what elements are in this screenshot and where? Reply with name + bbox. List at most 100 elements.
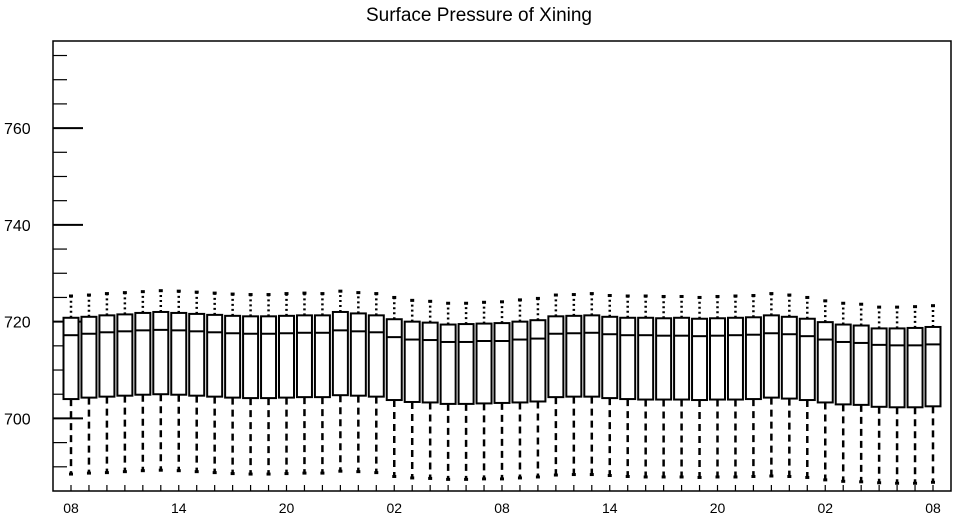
box-iqr (726, 316, 744, 401)
box-item (367, 292, 385, 475)
box-item (206, 291, 224, 475)
box-item (547, 293, 565, 477)
box-item (637, 294, 655, 479)
box-item (349, 291, 367, 474)
box-iqr (349, 312, 367, 397)
x-tick-label: 20 (279, 500, 295, 516)
box-iqr (403, 320, 421, 403)
box-item (260, 293, 278, 476)
box-iqr (924, 325, 942, 408)
box-iqr (511, 320, 529, 404)
box-iqr (313, 314, 331, 399)
box-item (457, 301, 475, 481)
box-series (62, 289, 942, 485)
box-iqr (583, 314, 601, 398)
box-item (134, 290, 152, 473)
box-iqr (475, 322, 493, 405)
box-item (673, 294, 691, 479)
box-iqr (762, 314, 780, 399)
box-iqr (80, 315, 98, 399)
box-item (601, 294, 619, 478)
box-iqr (906, 326, 924, 409)
box-item (62, 294, 80, 476)
box-iqr (601, 315, 619, 400)
box-iqr (744, 316, 762, 401)
box-iqr (637, 316, 655, 401)
chart-title: Surface Pressure of Xining (365, 5, 592, 26)
box-iqr (852, 324, 870, 406)
box-iqr (278, 314, 295, 399)
box-item (152, 289, 170, 472)
box-item (98, 292, 116, 475)
box-iqr (655, 317, 673, 401)
box-item (852, 302, 870, 484)
plot-frame (52, 40, 952, 492)
box-item (870, 305, 888, 485)
box-iqr (870, 327, 888, 408)
box-iqr (260, 315, 278, 400)
box-iqr (691, 317, 709, 402)
box-item (493, 300, 511, 481)
x-tick-label: 14 (602, 500, 618, 516)
box-iqr (565, 314, 583, 398)
y-tick-label: 720 (4, 315, 31, 332)
box-iqr (385, 318, 403, 402)
box-iqr (224, 314, 242, 399)
box-item (762, 292, 780, 478)
box-item (439, 301, 457, 481)
box-item (529, 296, 547, 479)
box-item (475, 300, 493, 481)
box-item (691, 295, 709, 479)
box-item (313, 292, 331, 475)
box-item (888, 305, 906, 485)
box-iqr (98, 314, 116, 398)
box-iqr (62, 316, 80, 401)
box-item (403, 298, 421, 480)
box-iqr (134, 311, 152, 396)
box-iqr (242, 315, 260, 400)
box-item (385, 295, 403, 478)
box-item (780, 293, 798, 478)
box-iqr (367, 314, 385, 398)
x-tick-label: 08 (925, 500, 941, 516)
box-item (421, 299, 439, 480)
y-tick-label: 700 (4, 411, 31, 428)
box-iqr (493, 322, 511, 404)
box-iqr (331, 310, 349, 397)
y-axis-labels: 700 720 740 760 (4, 121, 31, 428)
box-item (744, 294, 762, 478)
box-item (80, 293, 98, 475)
box-item (278, 292, 295, 476)
box-item (331, 289, 349, 473)
x-axis-labels: 08 14 20 02 08 14 20 02 08 (63, 500, 941, 516)
box-iqr (439, 323, 457, 405)
box-item (188, 290, 206, 474)
box-item (583, 292, 601, 477)
y-tick-label: 760 (4, 121, 31, 138)
box-iqr (888, 327, 906, 409)
box-iqr (295, 314, 313, 399)
box-item (709, 294, 726, 479)
box-item (906, 305, 924, 485)
box-item (295, 291, 313, 475)
x-tick-label: 08 (63, 500, 79, 516)
box-iqr (421, 321, 439, 404)
y-tick-label: 740 (4, 218, 31, 235)
box-iqr (780, 315, 798, 400)
box-item (726, 294, 744, 479)
box-iqr (188, 312, 206, 397)
x-axis-ticks (70, 485, 934, 491)
box-iqr (529, 319, 547, 403)
x-tick-label: 14 (171, 500, 187, 516)
box-iqr (673, 316, 691, 401)
box-iqr (170, 311, 188, 396)
box-item (834, 301, 852, 483)
box-iqr (547, 315, 565, 399)
box-item (565, 293, 583, 477)
y-axis-ticks (53, 54, 83, 468)
x-tick-label: 02 (817, 500, 833, 516)
box-item (619, 294, 637, 478)
box-item (224, 292, 242, 476)
box-item (511, 298, 529, 480)
